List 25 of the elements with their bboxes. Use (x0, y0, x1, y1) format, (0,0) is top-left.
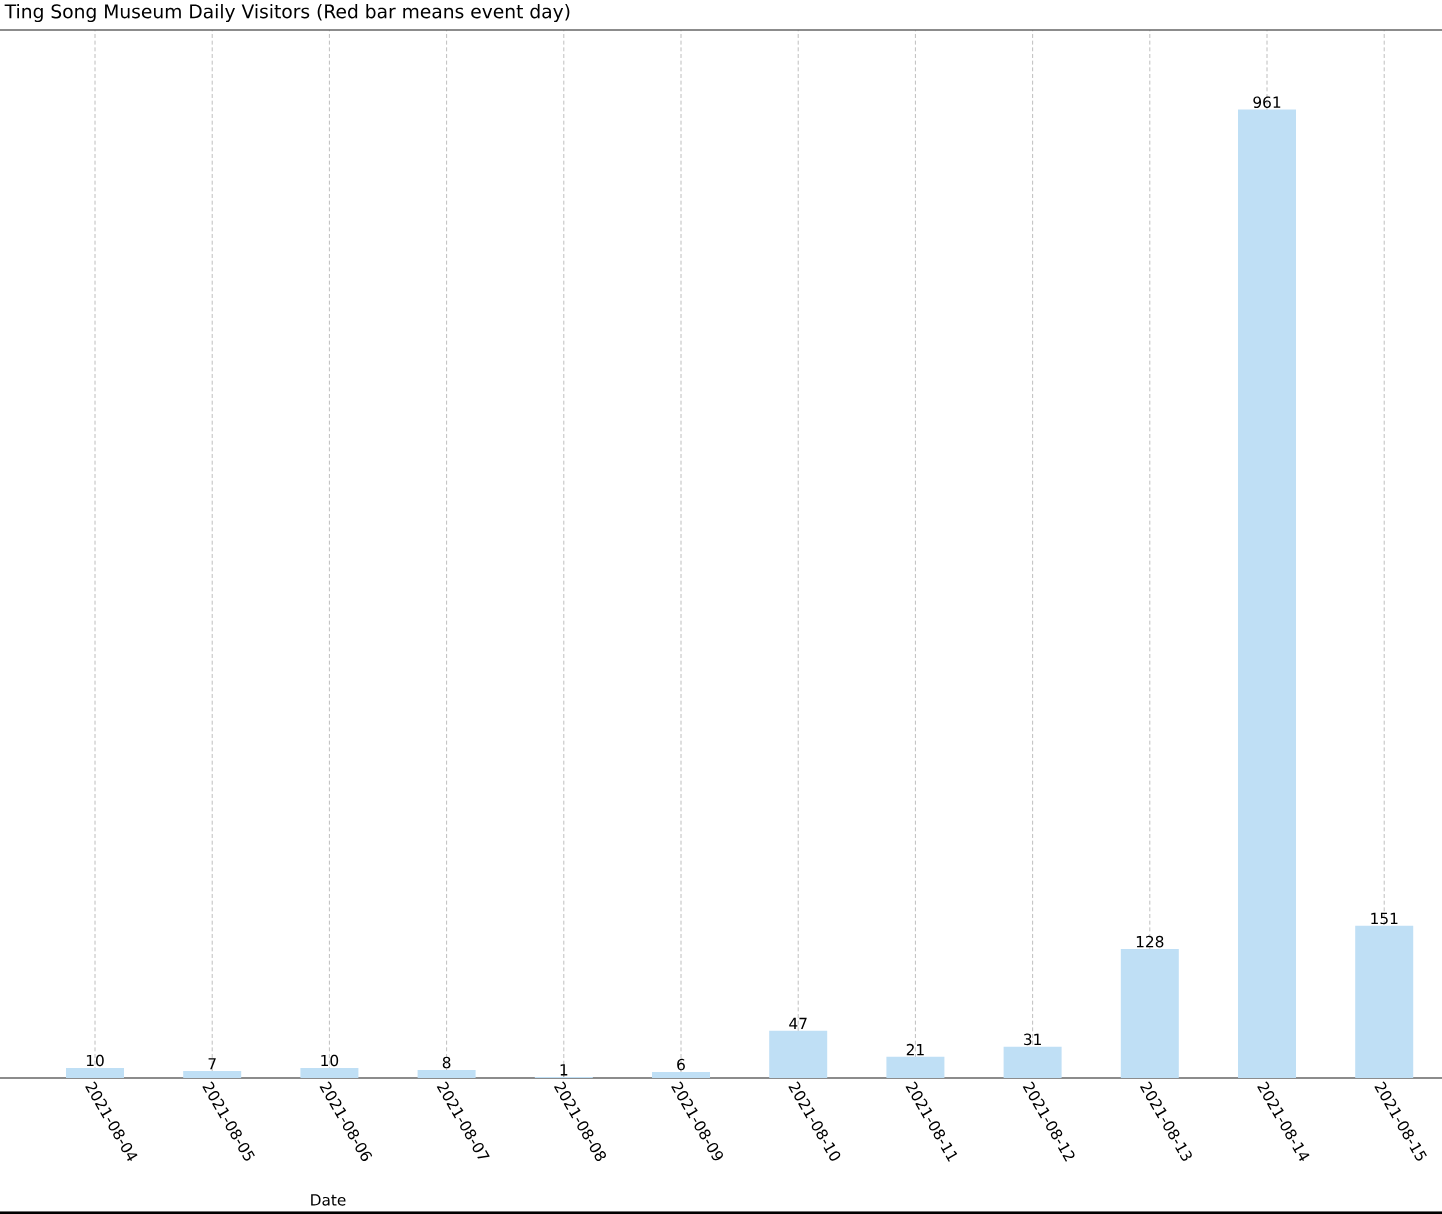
x-axis-title: Date (311, 1194, 346, 1206)
data-label: 21 (906, 1043, 924, 1056)
data-label: 31 (1024, 1033, 1041, 1046)
bar (1238, 109, 1297, 1078)
bar (769, 1030, 828, 1078)
data-label: 7 (208, 1058, 216, 1070)
bar (886, 1056, 945, 1078)
bar (66, 1067, 124, 1078)
data-label: 10 (86, 1054, 104, 1067)
data-label: 47 (789, 1017, 807, 1030)
data-label: 151 (1371, 912, 1398, 925)
data-label: 6 (677, 1058, 685, 1071)
bar (1120, 949, 1179, 1078)
bar (1003, 1046, 1062, 1078)
bar (652, 1071, 711, 1078)
bar (1355, 925, 1414, 1078)
bar (183, 1070, 242, 1078)
data-label: 10 (321, 1054, 339, 1067)
bar (417, 1069, 476, 1078)
data-label: 8 (442, 1056, 451, 1069)
data-label: 961 (1253, 96, 1281, 108)
data-label: 128 (1136, 935, 1164, 948)
data-label: 1 (560, 1064, 568, 1076)
bar (300, 1067, 359, 1078)
chart-title: Ting Song Museum Daily Visitors (Red bar means event day) (4, 3, 570, 23)
